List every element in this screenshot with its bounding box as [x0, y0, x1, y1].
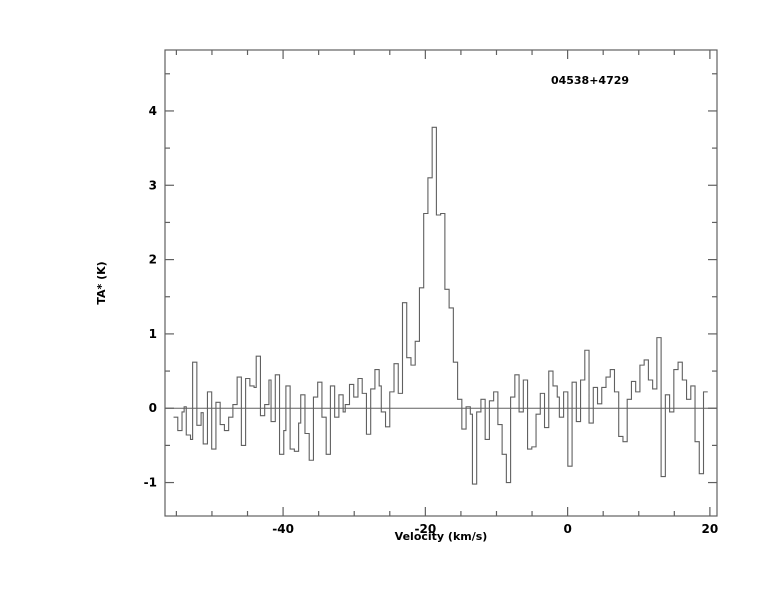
spectrum-trace — [173, 126, 708, 485]
source-name-label: 04538+4729 — [551, 74, 629, 87]
y-axis-tick-labels: -1 0 1 2 3 4 — [144, 104, 157, 490]
plot-frame — [164, 49, 718, 517]
x-tick-label: -20 — [415, 522, 437, 536]
x-tick-label: 0 — [563, 522, 571, 536]
y-tick-label: 1 — [149, 327, 157, 341]
y-axis-label: TA* (K) — [95, 261, 108, 304]
x-axis-ticks — [175, 50, 711, 516]
y-tick-label: 3 — [149, 178, 157, 192]
y-tick-label: 2 — [149, 253, 157, 267]
x-tick-label: -40 — [272, 522, 294, 536]
y-tick-label: 0 — [149, 401, 157, 415]
x-axis-tick-labels: -40 -20 0 20 — [272, 522, 718, 536]
y-tick-label: -1 — [144, 476, 157, 490]
y-tick-label: 4 — [149, 104, 157, 118]
x-tick-label: 20 — [702, 522, 719, 536]
x-axis-label: Velocity (km/s) — [395, 530, 488, 543]
